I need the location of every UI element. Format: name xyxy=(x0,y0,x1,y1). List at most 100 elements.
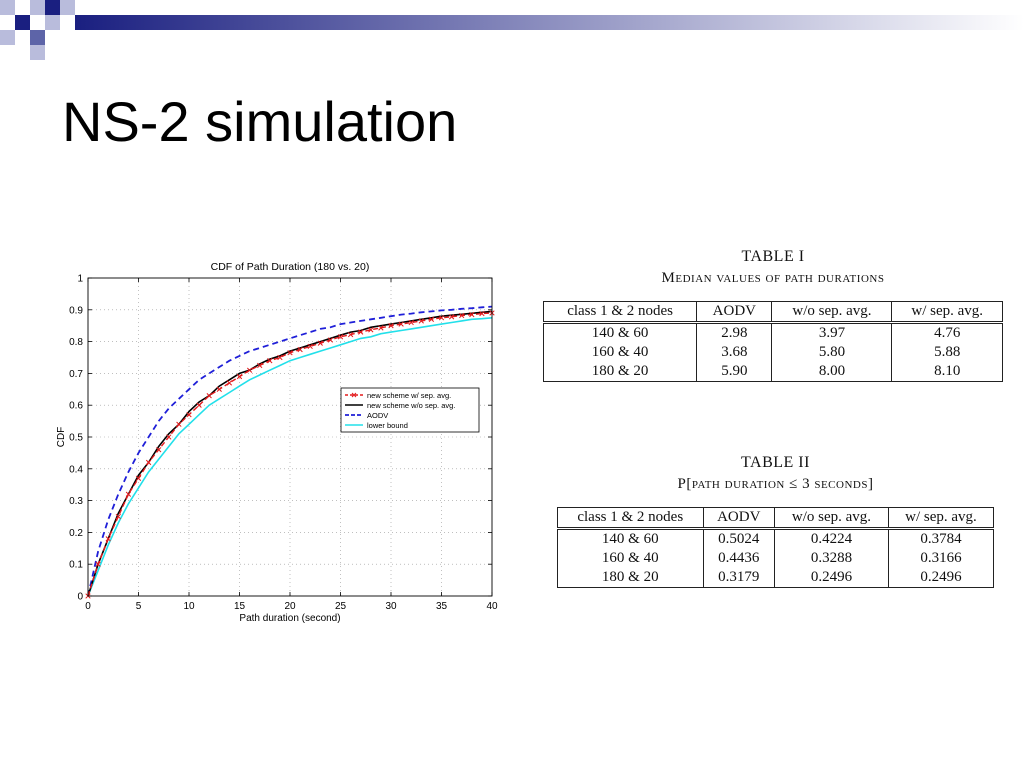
series-line xyxy=(87,310,493,597)
series-point xyxy=(368,327,374,333)
table-cell: 0.5024 xyxy=(702,528,776,549)
y-tick-label: 1 xyxy=(77,274,83,285)
legend-box xyxy=(340,387,480,433)
table-cell: 160 & 40 xyxy=(542,343,698,362)
series-point xyxy=(398,321,404,327)
table-cell: 0.3179 xyxy=(702,568,776,588)
deco-square-2 xyxy=(15,15,30,30)
table-row: 160 & 40 0.4436 0.3288 0.3166 xyxy=(557,549,995,568)
table-1-header: w/o sep. avg. xyxy=(771,301,893,324)
series-point xyxy=(459,312,465,319)
table-1-caption: TABLE I xyxy=(741,248,805,265)
x-axis-label: Path duration (second) xyxy=(239,613,340,624)
table-row: 140 & 60 0.5024 0.4224 0.3784 xyxy=(557,528,995,549)
table-cell: 0.2496 xyxy=(887,568,995,588)
x-tick-label: 25 xyxy=(335,601,347,612)
legend-label: AODV xyxy=(367,411,388,420)
table-1-header-row: class 1 & 2 nodes AODV w/o sep. avg. w/ … xyxy=(542,301,1003,324)
table-1-header: w/ sep. avg. xyxy=(891,301,1003,324)
deco-square-5 xyxy=(60,0,75,15)
series-point xyxy=(287,350,293,356)
table-row: 160 & 40 3.68 5.80 5.88 xyxy=(542,343,1003,362)
series-point xyxy=(418,318,424,324)
legend-label: lower bound xyxy=(367,421,408,430)
table-cell: 8.10 xyxy=(891,362,1003,382)
series-point xyxy=(125,491,132,497)
y-axis-label: CDF xyxy=(56,427,67,448)
series-point xyxy=(317,340,323,346)
table-cell: 180 & 20 xyxy=(542,362,698,382)
table-row: 140 & 60 2.98 3.97 4.76 xyxy=(542,322,1003,343)
series-point xyxy=(428,316,435,322)
series-point xyxy=(358,329,364,335)
legend-marker xyxy=(351,392,357,398)
table-1-header: class 1 & 2 nodes xyxy=(542,301,698,324)
table-1: class 1 & 2 nodes AODV w/o sep. avg. w/ … xyxy=(542,301,1003,382)
table-2-header: class 1 & 2 nodes xyxy=(557,507,704,530)
deco-square-8 xyxy=(45,15,60,30)
y-tick-label: 0.3 xyxy=(69,496,83,507)
table-2-block: TABLE II P[path duration ≤ 3 seconds] cl… xyxy=(557,454,995,588)
series-point xyxy=(206,393,212,399)
series-point xyxy=(105,536,111,542)
deco-square-7 xyxy=(30,30,45,45)
series-point xyxy=(196,402,202,408)
table-cell: 0.3166 xyxy=(887,549,995,568)
table-cell: 5.80 xyxy=(771,343,893,362)
x-tick-label: 20 xyxy=(284,601,296,612)
y-tick-label: 0.9 xyxy=(69,305,83,316)
table-row: 180 & 20 5.90 8.00 8.10 xyxy=(542,362,1003,382)
series-line xyxy=(87,317,493,597)
table-cell: 180 & 20 xyxy=(557,568,704,588)
series-point xyxy=(166,434,172,440)
y-tick-label: 0.8 xyxy=(69,337,83,348)
table-row: 180 & 20 0.3179 0.2496 0.2496 xyxy=(557,568,995,588)
series-point xyxy=(95,561,101,567)
deco-square-4 xyxy=(45,0,60,15)
header-gradient-bar xyxy=(75,15,1024,30)
series-line xyxy=(87,305,493,597)
table-cell: 0.3288 xyxy=(774,549,889,568)
deco-square-9 xyxy=(30,45,45,60)
series-point xyxy=(347,331,354,338)
legend-label: new scheme w/o sep. avg. xyxy=(367,401,455,410)
table-cell: 3.97 xyxy=(771,322,893,343)
series-point xyxy=(186,412,192,418)
table-1-header: AODV xyxy=(696,301,773,324)
table-cell: 140 & 60 xyxy=(542,322,698,343)
series-point xyxy=(115,513,121,520)
table-2-header-row: class 1 & 2 nodes AODV w/o sep. avg. w/ … xyxy=(557,507,995,530)
table-cell: 2.98 xyxy=(696,322,773,343)
series-point xyxy=(408,319,414,326)
series-point xyxy=(145,459,152,466)
axes-frame xyxy=(87,277,493,597)
table-cell: 4.76 xyxy=(891,322,1003,343)
x-tick-label: 30 xyxy=(385,601,397,612)
legend-label: new scheme w/ sep. avg. xyxy=(367,391,451,400)
chart-title: CDF of Path Duration (180 vs. 20) xyxy=(211,261,370,273)
series-point xyxy=(337,334,344,340)
series-point xyxy=(297,346,303,353)
table-cell: 5.88 xyxy=(891,343,1003,362)
x-tick-label: 15 xyxy=(234,601,246,612)
y-tick-label: 0 xyxy=(77,592,83,603)
series-point xyxy=(388,323,394,329)
x-tick-label: 0 xyxy=(85,601,91,612)
series-point xyxy=(469,311,475,318)
x-tick-label: 10 xyxy=(183,601,195,612)
table-2-subtitle: P[path duration ≤ 3 seconds] xyxy=(677,476,874,492)
deco-square-6 xyxy=(0,30,15,45)
table-cell: 0.3784 xyxy=(887,528,995,549)
series-point xyxy=(216,386,222,392)
table-cell: 160 & 40 xyxy=(557,549,704,568)
series-point xyxy=(307,343,313,350)
series-point xyxy=(226,380,233,386)
table-cell: 5.90 xyxy=(696,362,773,382)
y-tick-label: 0.7 xyxy=(69,369,83,380)
table-cell: 3.68 xyxy=(696,343,773,362)
series-point xyxy=(135,475,142,481)
series-point xyxy=(479,310,485,317)
table-cell: 0.4224 xyxy=(774,528,889,549)
table-cell: 0.4436 xyxy=(702,549,776,568)
y-tick-label: 0.1 xyxy=(69,560,83,571)
